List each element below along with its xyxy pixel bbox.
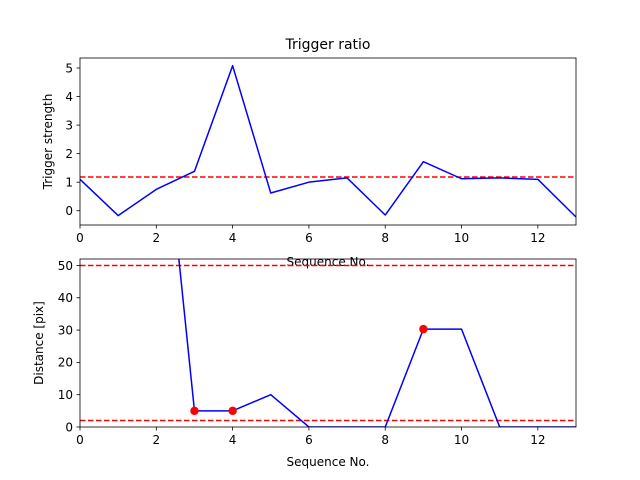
x-tick-label: 6 xyxy=(305,231,313,245)
distance-subplot: 0 2 4 6 8 10 12 0 10 20 30 40 50 Sequence No. Distance… xyxy=(32,258,577,469)
x-tick-label: 10 xyxy=(454,231,469,245)
x-tick-label: 8 xyxy=(381,433,389,447)
y-tick-label: 5 xyxy=(65,61,73,75)
y-tick-label: 0 xyxy=(65,204,73,218)
y-tick-label: 1 xyxy=(65,175,73,189)
y-tick-label: 20 xyxy=(58,356,73,370)
series-line-0 xyxy=(80,64,576,218)
plot-data-area xyxy=(80,259,576,427)
x-tick-label: 12 xyxy=(530,231,545,245)
x-tick-label: 12 xyxy=(530,433,545,447)
y-tick-label: 3 xyxy=(65,118,73,132)
y-tick-label: 40 xyxy=(58,291,73,305)
x-tick-label: 4 xyxy=(229,231,237,245)
y-tick-label: 0 xyxy=(65,420,73,434)
y-axis-label: Distance [pix] xyxy=(32,301,46,385)
x-tick-label: 2 xyxy=(152,433,160,447)
y-tick-label: 50 xyxy=(58,259,73,273)
y-axis-label: Trigger strength xyxy=(41,94,55,191)
x-tick-label: 4 xyxy=(229,433,237,447)
chart-title: Trigger ratio xyxy=(284,37,370,53)
x-tick-label: 0 xyxy=(76,433,84,447)
data-point-marker xyxy=(419,324,428,334)
y-tick-label: 10 xyxy=(58,388,73,402)
x-tick-label: 2 xyxy=(152,231,160,245)
y-tick-label: 2 xyxy=(65,147,73,161)
plot-data-area xyxy=(80,64,576,218)
x-tick-label: 6 xyxy=(305,433,313,447)
data-point-marker xyxy=(228,406,237,416)
data-point-marker xyxy=(190,406,199,416)
y-tick-label: 4 xyxy=(65,90,73,104)
axes-frame xyxy=(79,57,577,226)
axes-frame xyxy=(79,258,577,428)
y-tick-label: 30 xyxy=(58,323,73,337)
x-tick-label: 10 xyxy=(454,433,469,447)
x-tick-label: 8 xyxy=(381,231,389,245)
x-axis-label: Sequence No. xyxy=(287,455,370,469)
x-tick-label: 0 xyxy=(76,231,84,245)
series-line-0 xyxy=(178,259,576,427)
x-axis-label: Sequence No. xyxy=(287,255,370,269)
